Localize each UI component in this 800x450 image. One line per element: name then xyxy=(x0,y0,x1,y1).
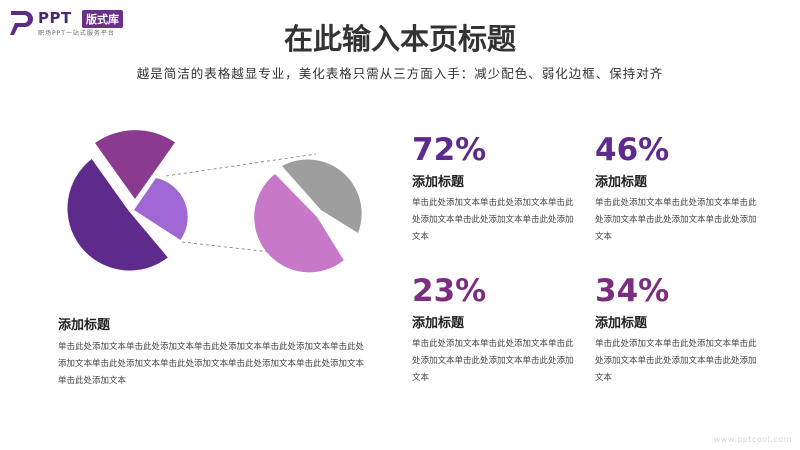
page-title: 在此输入本页标题 xyxy=(283,22,516,56)
page-subtitle: 越是简洁的表格越显专业，美化表格只需从三方面入手：减少配色、弱化边框、保持对齐 xyxy=(136,66,664,81)
pie-slice-large xyxy=(67,159,168,271)
logo-tagline: 职场PPT一站式服务平台 xyxy=(38,30,115,37)
brand-logo: PPT 版式库 职场PPT一站式服务平台 xyxy=(8,8,168,37)
stat-body: 单击此处添加文本单击此处添加文本单击此处添加文本单击此处添加文本单击此处添加文本 xyxy=(595,339,757,383)
pie-of-pie-chart xyxy=(67,130,362,273)
stat-title: 添加标题 xyxy=(595,175,648,190)
stat-block: 46% 添加标题 单击此处添加文本单击此处添加文本单击此处添加文本单击此处添加文… xyxy=(595,133,760,246)
stat-value: 46% xyxy=(595,132,670,168)
pie-slice-exploded xyxy=(134,178,188,240)
stat-value: 34% xyxy=(595,273,670,309)
footer-url: www.pptcool.com xyxy=(713,435,792,444)
logo-name: PPT xyxy=(38,9,72,27)
chart-description: 添加标题 单击此处添加文本单击此处添加文本单击此处添加文本单击此处添加文本单击此… xyxy=(58,314,368,390)
connector-top xyxy=(165,153,317,177)
stat-value: 23% xyxy=(412,273,487,309)
second-pie-slice-grey xyxy=(282,159,362,233)
stat-body: 单击此处添加文本单击此处添加文本单击此处添加文本单击此处添加文本单击此处添加文本 xyxy=(412,198,574,242)
chart-description-title: 添加标题 xyxy=(58,318,111,333)
ppt-logo-icon xyxy=(10,11,33,35)
stat-body: 单击此处添加文本单击此处添加文本单击此处添加文本单击此处添加文本单击此处添加文本 xyxy=(595,198,757,242)
stat-value: 72% xyxy=(412,132,487,168)
stat-block: 72% 添加标题 单击此处添加文本单击此处添加文本单击此处添加文本单击此处添加文… xyxy=(412,133,577,246)
second-pie-slice-pink xyxy=(254,174,344,273)
stat-block: 23% 添加标题 单击此处添加文本单击此处添加文本单击此处添加文本单击此处添加文… xyxy=(412,274,577,387)
chart-description-body: 单击此处添加文本单击此处添加文本单击此处添加文本单击此处添加文本单击此处添加文本… xyxy=(58,342,365,386)
logo-badge: 版式库 xyxy=(82,10,123,28)
stat-title: 添加标题 xyxy=(412,316,465,331)
pie-slice-top xyxy=(95,130,175,199)
stat-title: 添加标题 xyxy=(412,175,465,190)
stat-block: 34% 添加标题 单击此处添加文本单击此处添加文本单击此处添加文本单击此处添加文… xyxy=(595,274,760,387)
stat-title: 添加标题 xyxy=(595,316,648,331)
stat-body: 单击此处添加文本单击此处添加文本单击此处添加文本单击此处添加文本单击此处添加文本 xyxy=(412,339,574,383)
